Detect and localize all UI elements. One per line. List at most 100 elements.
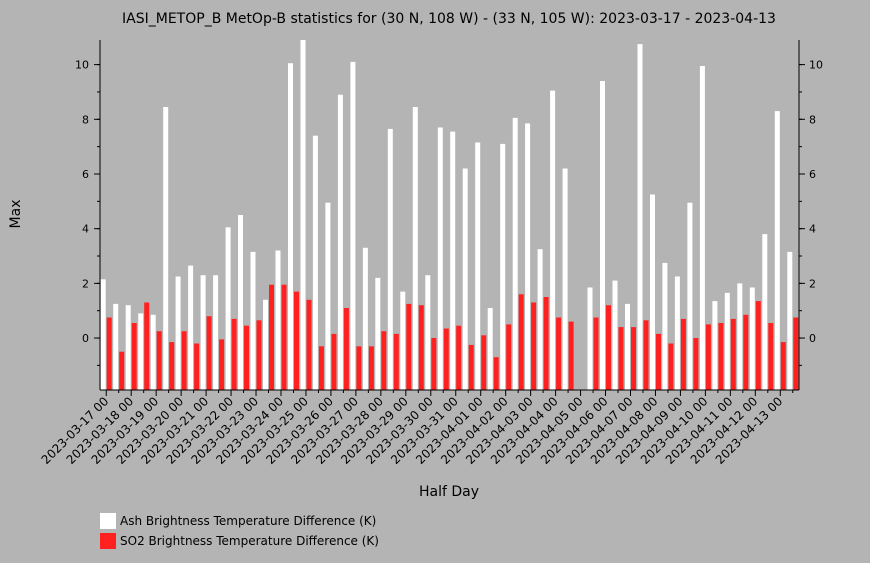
so2-bar — [244, 325, 249, 390]
ash-bar — [674, 276, 680, 390]
ash-bar — [375, 277, 381, 390]
so2-bar — [144, 302, 150, 390]
so2-bar — [368, 346, 374, 391]
so2-bar — [169, 342, 175, 390]
x-axis-label: Half Day — [419, 484, 479, 500]
ash-bar — [787, 251, 793, 390]
so2-bar — [531, 302, 537, 390]
y-tick-label-left: 4 — [82, 223, 89, 236]
ash-bar — [200, 275, 206, 390]
bars-layer — [100, 40, 799, 391]
ash-bar — [263, 299, 268, 390]
chart-title: IASI_METOP_B MetOp-B statistics for (30 … — [122, 11, 776, 27]
ash-bar — [749, 287, 755, 390]
ash-bar — [288, 63, 293, 390]
so2-bar — [443, 328, 449, 390]
ash-bar — [350, 61, 356, 391]
so2-bar — [231, 318, 237, 390]
so2-bar — [693, 338, 699, 390]
ash-bar — [699, 66, 705, 390]
so2-bar — [219, 339, 225, 390]
y-axis-label: Max — [8, 200, 24, 229]
ash-bar — [487, 308, 493, 390]
so2-bar — [406, 303, 412, 390]
ash-bar — [213, 275, 219, 390]
ash-bar — [325, 202, 331, 390]
so2-bar — [181, 331, 187, 390]
ash-bar — [100, 279, 106, 390]
ash-bar — [512, 117, 518, 391]
y-tick-label-left: 0 — [82, 332, 89, 345]
ash-bar — [188, 265, 194, 390]
legend-item-ash: Ash Brightness Temperature Difference (K… — [100, 512, 379, 529]
so2-bar — [631, 327, 636, 390]
so2-bar — [680, 318, 686, 390]
so2-bar — [431, 338, 437, 390]
so2-bar — [780, 342, 786, 390]
ash-bar — [500, 143, 506, 390]
legend-label-ash: Ash Brightness Temperature Difference (K… — [120, 513, 377, 528]
ash-bar — [275, 250, 281, 390]
y-tick-label-left: 8 — [82, 113, 89, 126]
ash-bar — [163, 107, 169, 390]
y-tick-label-right: 10 — [809, 59, 823, 72]
ash-bar — [150, 314, 156, 390]
ash-bar — [387, 128, 393, 390]
ash-bar — [587, 287, 593, 390]
ash-bar — [475, 142, 481, 390]
so2-bar — [456, 325, 462, 390]
so2-bar — [381, 331, 387, 390]
so2-bar — [281, 284, 287, 390]
so2-bar — [668, 343, 674, 390]
y-tick-label-left: 2 — [82, 277, 89, 290]
so2-bar — [343, 308, 349, 390]
ash-bar — [138, 313, 144, 390]
so2-bar — [743, 314, 749, 390]
so2-bar — [269, 284, 274, 390]
y-tick-label-right: 8 — [809, 113, 816, 126]
so2-bar — [393, 333, 399, 390]
so2-bar — [568, 321, 574, 390]
ash-bar — [225, 227, 231, 390]
so2-bar — [156, 331, 162, 390]
ash-bar — [412, 107, 418, 390]
ash-bar — [425, 275, 431, 390]
ash-bar — [762, 234, 768, 390]
y-tick-label-left: 6 — [82, 168, 89, 181]
so2-bar — [718, 323, 724, 390]
ash-bar — [450, 131, 456, 390]
so2-bar — [730, 318, 736, 390]
legend-swatch-ash — [100, 512, 116, 529]
so2-bar — [256, 320, 262, 390]
so2-bar — [755, 301, 761, 390]
y-tick-label-left: 10 — [75, 59, 89, 72]
y-tick-label-right: 2 — [809, 277, 816, 290]
ash-bar — [550, 90, 556, 390]
legend-item-so2: SO2 Brightness Temperature Difference (K… — [100, 532, 379, 549]
so2-bar — [543, 297, 549, 390]
ash-bar — [650, 194, 655, 390]
ash-bar — [712, 301, 718, 390]
so2-bar — [493, 357, 499, 390]
ash-bar — [562, 168, 568, 390]
ash-bar — [662, 262, 668, 390]
ash-bar — [125, 305, 131, 390]
ash-bar — [724, 292, 730, 390]
ash-bar — [113, 303, 119, 390]
so2-bar — [606, 305, 611, 390]
so2-bar — [506, 324, 512, 390]
legend-swatch-so2 — [100, 532, 116, 549]
ash-bar — [600, 81, 605, 390]
ash-bar — [300, 40, 306, 390]
ash-bar — [525, 123, 531, 391]
so2-bar — [194, 343, 200, 390]
so2-bar — [481, 335, 487, 390]
so2-bar — [294, 291, 299, 390]
so2-bar — [119, 351, 125, 390]
y-tick-label-right: 4 — [809, 223, 816, 236]
so2-bar — [656, 333, 661, 390]
so2-bar — [418, 305, 424, 390]
so2-bar — [768, 323, 774, 390]
